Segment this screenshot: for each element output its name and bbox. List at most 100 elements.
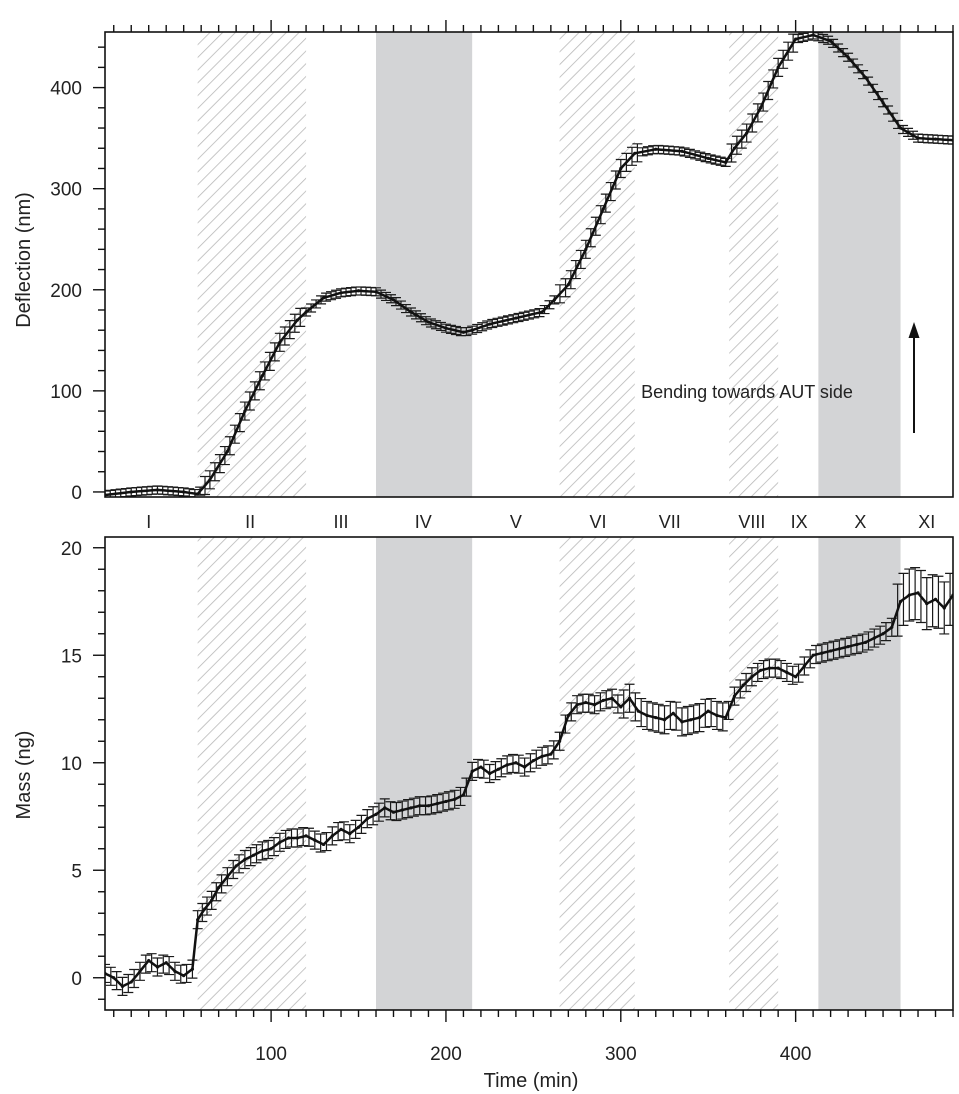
mass-point [147,958,151,963]
mass-point [260,849,264,853]
phase-region-bottom-1 [376,537,473,1010]
mass-point [269,847,273,851]
mass-point [925,602,929,606]
bending-annotation: Bending towards AUT side [641,382,853,402]
mass-point [759,668,763,672]
mass-point [811,653,815,657]
phase-label-II: II [245,512,255,532]
axes: 100 200 300 400 0 100 200 300 400 0 5 10 15 20 [50,20,954,1065]
mass-error-bar [105,963,110,984]
mass-point [636,709,640,713]
deflection-point [444,326,448,330]
mass-point [627,696,632,700]
mass-point [592,703,597,707]
phase-label-XI: XI [918,512,935,532]
mass-point [304,834,308,838]
deflection-y-tick-label: 300 [50,180,82,201]
mass-point [715,713,719,718]
mass-point [741,683,745,687]
deflection-point [706,156,710,160]
mass-point [339,827,343,832]
phase-label-VIII: VIII [738,512,765,532]
mass-point [196,918,200,922]
mass-point [942,606,946,610]
mass-point [164,961,168,965]
deflection-point [488,322,492,326]
mass-point [400,808,404,812]
mass-point [426,804,431,808]
x-tick-label: 300 [605,1044,637,1065]
deflection-point [584,247,588,251]
time-axis-label: Time (min) [484,1070,579,1092]
deflection-point [732,146,737,150]
mass-point [435,802,439,806]
mass-point [680,720,684,724]
deflection-error-bar [105,490,110,497]
mass-point [286,836,291,840]
deflection-point [601,207,605,211]
mass-point [820,651,824,655]
deflection-phase-regions [197,32,901,497]
deflection-point [898,126,903,130]
deflection-line [105,33,953,497]
deflection-point [881,101,885,105]
mass-point [601,698,605,703]
mass-point [356,825,361,829]
mass-series [105,567,953,996]
mass-point [514,761,518,765]
mass-point [444,799,448,804]
mass-plot-frame [104,536,954,1011]
mass-point [488,771,492,776]
phase-label-X: X [854,512,866,532]
mass-point [662,718,667,722]
x-tick-label: 400 [780,1044,812,1065]
mass-point [295,836,299,840]
x-tick-label: 100 [255,1044,287,1065]
deflection-point [540,310,544,314]
mass-point [496,767,501,771]
mass-point [418,804,422,808]
phase-region-top-1 [376,32,473,497]
mass-point [365,817,369,821]
mass-point [321,842,326,847]
phase-label-IV: IV [415,512,432,532]
deflection-y-tick-label: 100 [50,382,82,403]
mass-point [234,864,238,868]
phase-region-bottom-2 [559,537,635,1010]
mass-point [619,705,623,709]
mass-point [566,713,570,718]
mass-point [203,907,207,911]
mass-point [278,840,282,844]
deflection-point [225,449,229,454]
deflection-point [374,290,378,294]
mass-point [182,974,186,978]
deflection-point [633,151,637,155]
deflection-point [566,283,570,287]
deflection-point [278,340,282,344]
mass-point [173,969,177,973]
phase-label-I: I [146,512,151,532]
deflection-point [776,65,780,69]
phase-region-bottom-3 [729,537,779,1010]
deflection-point [321,296,326,300]
deflection-point [260,374,264,378]
mass-point [391,810,396,814]
mass-point [794,675,798,679]
deflection-point [461,330,466,334]
mass-axis-label: Mass (ng) [13,731,35,820]
mass-point [409,806,413,810]
deflection-point [724,160,728,165]
x-tick-label: 200 [430,1044,462,1065]
mass-y-tick-label: 10 [61,754,82,775]
deflection-point [155,488,160,492]
mass-point [557,739,562,743]
mass-point [540,754,544,758]
deflection-point [426,320,431,324]
mass-phase-regions [197,537,901,1010]
mass-point [210,898,214,902]
mass-point [706,709,710,713]
mass-y-tick-label: 20 [61,539,82,560]
mass-line [105,591,953,988]
deflection-axis-label: Deflection (nm) [13,192,35,328]
mass-point [767,666,772,670]
